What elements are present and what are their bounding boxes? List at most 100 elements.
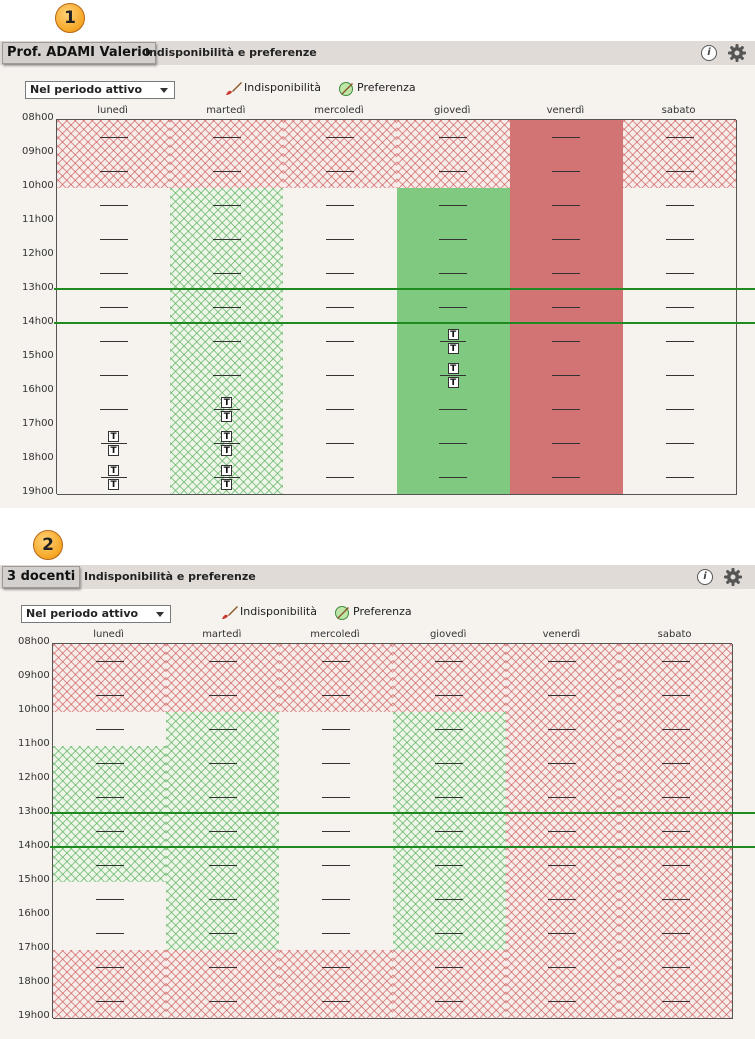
gear-icon[interactable] [727, 43, 747, 63]
time-slot-cell[interactable] [509, 154, 624, 189]
time-slot-cell[interactable] [170, 256, 285, 291]
time-slot-cell[interactable] [53, 644, 168, 679]
time-slot-cell[interactable] [279, 746, 394, 781]
time-slot-cell[interactable] [623, 324, 738, 359]
time-slot-cell[interactable] [396, 154, 511, 189]
time-slot-cell[interactable] [623, 358, 738, 393]
time-slot-cell[interactable] [283, 290, 398, 325]
time-slot-cell[interactable] [396, 392, 511, 427]
time-slot-cell[interactable] [166, 678, 281, 713]
time-slot-cell[interactable] [166, 984, 281, 1019]
time-slot-cell[interactable] [170, 290, 285, 325]
time-slot-cell[interactable] [619, 882, 734, 917]
time-slot-cell[interactable] [619, 746, 734, 781]
legend-unavailability[interactable]: Indisponibilità [220, 603, 317, 621]
time-slot-cell[interactable] [509, 290, 624, 325]
time-slot-cell[interactable] [57, 222, 172, 257]
time-slot-cell[interactable] [505, 882, 620, 917]
time-slot-cell[interactable] [396, 188, 511, 223]
time-slot-cell[interactable] [619, 916, 734, 951]
time-slot-cell[interactable] [57, 120, 172, 155]
time-slot-cell[interactable] [170, 222, 285, 257]
time-slot-cell[interactable] [392, 644, 507, 679]
time-slot-cell[interactable] [623, 392, 738, 427]
time-slot-cell[interactable] [505, 780, 620, 815]
time-slot-cell[interactable] [166, 814, 281, 849]
time-slot-cell[interactable] [279, 712, 394, 747]
time-slot-cell[interactable] [279, 780, 394, 815]
legend-unavailability[interactable]: Indisponibilità [224, 79, 321, 97]
time-slot-cell[interactable] [623, 222, 738, 257]
time-slot-cell[interactable] [396, 120, 511, 155]
time-slot-cell[interactable] [53, 950, 168, 985]
time-slot-cell[interactable] [392, 678, 507, 713]
time-slot-cell[interactable] [283, 154, 398, 189]
time-slot-cell[interactable] [392, 882, 507, 917]
time-slot-cell[interactable] [53, 984, 168, 1019]
time-slot-cell[interactable] [505, 644, 620, 679]
time-slot-cell[interactable] [619, 848, 734, 883]
time-slot-cell[interactable] [57, 154, 172, 189]
time-slot-cell[interactable] [53, 746, 168, 781]
time-slot-cell[interactable] [283, 460, 398, 495]
time-slot-cell[interactable] [396, 222, 511, 257]
time-slot-cell[interactable] [392, 814, 507, 849]
time-slot-cell[interactable] [623, 460, 738, 495]
time-slot-cell[interactable] [392, 712, 507, 747]
time-slot-cell[interactable] [623, 120, 738, 155]
time-slot-cell[interactable] [57, 290, 172, 325]
time-slot-cell[interactable] [505, 678, 620, 713]
time-slot-cell[interactable] [53, 814, 168, 849]
time-slot-cell[interactable] [392, 848, 507, 883]
time-slot-cell[interactable] [623, 290, 738, 325]
time-slot-cell[interactable] [509, 392, 624, 427]
period-select[interactable]: Nel periodo attivo [21, 605, 171, 623]
time-slot-cell[interactable] [505, 814, 620, 849]
time-slot-cell[interactable] [392, 950, 507, 985]
period-select[interactable]: Nel periodo attivo [25, 81, 175, 99]
time-slot-cell[interactable] [623, 426, 738, 461]
time-slot-cell[interactable] [283, 324, 398, 359]
legend-preference[interactable]: Preferenza [333, 603, 412, 621]
time-slot-cell[interactable] [170, 324, 285, 359]
time-slot-cell[interactable] [509, 460, 624, 495]
time-slot-cell[interactable] [57, 392, 172, 427]
time-slot-cell[interactable] [505, 746, 620, 781]
time-slot-cell[interactable] [509, 426, 624, 461]
time-slot-cell[interactable] [279, 814, 394, 849]
time-slot-cell[interactable] [392, 984, 507, 1019]
time-slot-cell[interactable] [619, 984, 734, 1019]
time-slot-cell[interactable] [396, 256, 511, 291]
time-slot-cell[interactable] [283, 358, 398, 393]
time-slot-cell[interactable] [170, 188, 285, 223]
time-slot-cell[interactable] [166, 780, 281, 815]
time-slot-cell[interactable] [170, 120, 285, 155]
time-slot-cell[interactable] [57, 188, 172, 223]
time-slot-cell[interactable] [392, 916, 507, 951]
time-slot-cell[interactable] [166, 848, 281, 883]
time-slot-cell[interactable] [166, 644, 281, 679]
time-slot-cell[interactable] [53, 678, 168, 713]
time-slot-cell[interactable] [505, 712, 620, 747]
time-slot-cell[interactable] [505, 950, 620, 985]
time-slot-cell[interactable] [53, 916, 168, 951]
time-slot-cell[interactable] [623, 188, 738, 223]
time-slot-cell[interactable] [279, 848, 394, 883]
time-slot-cell[interactable] [283, 120, 398, 155]
time-slot-cell[interactable] [279, 678, 394, 713]
time-slot-cell[interactable] [279, 882, 394, 917]
time-slot-cell[interactable] [283, 256, 398, 291]
time-slot-cell[interactable] [392, 780, 507, 815]
time-slot-cell[interactable] [396, 426, 511, 461]
time-slot-cell[interactable] [392, 746, 507, 781]
time-slot-cell[interactable] [619, 644, 734, 679]
time-slot-cell[interactable] [53, 712, 168, 747]
time-slot-cell[interactable] [623, 256, 738, 291]
time-slot-cell[interactable] [509, 358, 624, 393]
time-slot-cell[interactable] [57, 324, 172, 359]
